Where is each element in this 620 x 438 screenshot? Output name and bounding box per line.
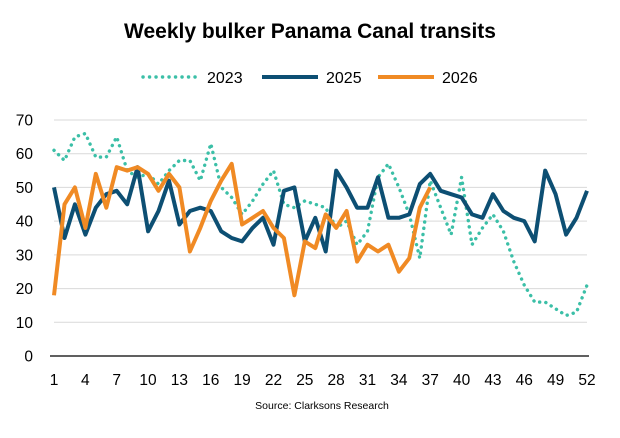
x-tick-label-43: 43 [484,372,501,389]
x-tick-label-28: 28 [328,372,345,389]
x-tick-label-49: 49 [547,372,564,389]
legend: 2023 2025 2026 [141,70,478,87]
legend-label-2026: 2026 [442,70,478,87]
gridlines [54,119,587,323]
x-tick-label-34: 34 [390,372,408,389]
x-tick-label-37: 37 [422,372,439,389]
x-tick-label-52: 52 [578,372,595,389]
y-tick-label-50: 50 [16,180,34,197]
y-tick-label-10: 10 [16,315,34,332]
x-tick-label-31: 31 [359,372,376,389]
legend-label-2025: 2025 [326,70,362,87]
x-tick-label-4: 4 [81,372,90,389]
series-line-2026 [52,161,432,298]
y-tick-label-0: 0 [24,349,33,366]
legend-label-2023: 2023 [207,70,243,87]
source-note: Source: Clarksons Research [255,400,389,412]
y-tick-label-70: 70 [16,113,34,130]
x-tick-label-1: 1 [50,372,59,389]
x-axis-ticks: 1 4 7 10 13 16 19 22 25 28 31 34 37 40 43 46 49 52 [50,372,596,389]
y-axis-ticks: 0 10 20 30 40 50 60 70 [16,113,34,366]
x-tick-label-16: 16 [202,372,219,389]
x-tick-label-10: 10 [139,372,157,389]
x-tick-label-7: 7 [112,372,121,389]
y-tick-label-60: 60 [16,146,34,163]
x-tick-label-46: 46 [516,372,533,389]
series-line-2023 [52,131,589,318]
x-tick-label-19: 19 [233,372,250,389]
y-tick-label-20: 20 [16,281,34,298]
x-tick-label-13: 13 [171,372,188,389]
chart-title: Weekly bulker Panama Canal transits [124,20,496,43]
series-layer [52,131,589,318]
x-tick-label-22: 22 [265,372,282,389]
y-tick-label-30: 30 [16,247,34,264]
y-tick-label-40: 40 [16,214,34,231]
x-tick-label-40: 40 [453,372,471,389]
x-tick-label-25: 25 [296,372,313,389]
